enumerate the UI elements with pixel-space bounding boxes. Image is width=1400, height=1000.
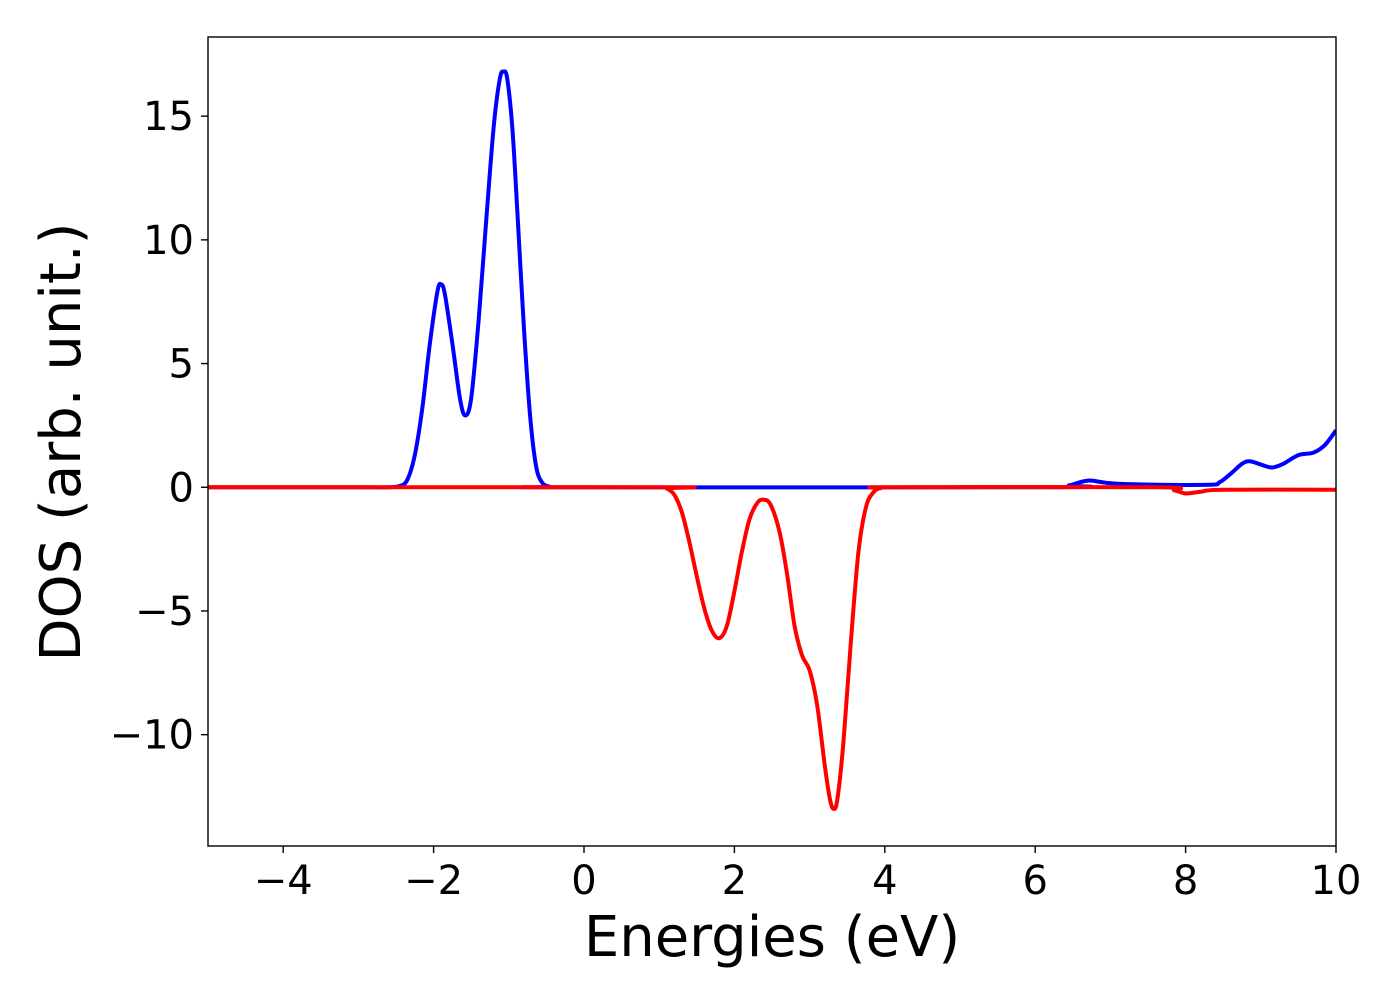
y-tick-label: −10 — [110, 713, 194, 759]
x-tick-label: −4 — [254, 858, 313, 904]
x-tick-label: 4 — [872, 858, 897, 904]
x-axis-ticks: −4 −2 0 2 4 6 8 10 — [254, 846, 1362, 904]
y-tick-label: 10 — [143, 218, 194, 264]
y-tick-label: 0 — [169, 465, 194, 511]
plot-frame — [207, 36, 1337, 847]
y-tick-label: 5 — [169, 342, 194, 388]
x-axis-label: Energies (eV) — [584, 905, 960, 970]
y-tick-label: 15 — [143, 94, 194, 140]
series-layer — [208, 69, 1336, 811]
series-line-1 — [208, 69, 1336, 490]
x-tick-label: 6 — [1022, 858, 1047, 904]
series-line-2 — [208, 485, 1336, 811]
y-axis-label: DOS (arb. unit.) — [29, 222, 94, 661]
y-axis-ticks: −10 −5 0 5 10 15 — [110, 94, 208, 759]
y-tick-label: −5 — [135, 589, 194, 635]
x-tick-label: 10 — [1311, 858, 1362, 904]
x-tick-label: 8 — [1173, 858, 1198, 904]
plot-background — [208, 37, 1336, 846]
x-tick-label: −2 — [404, 858, 463, 904]
x-tick-label: 0 — [571, 858, 596, 904]
x-tick-label: 2 — [722, 858, 747, 904]
